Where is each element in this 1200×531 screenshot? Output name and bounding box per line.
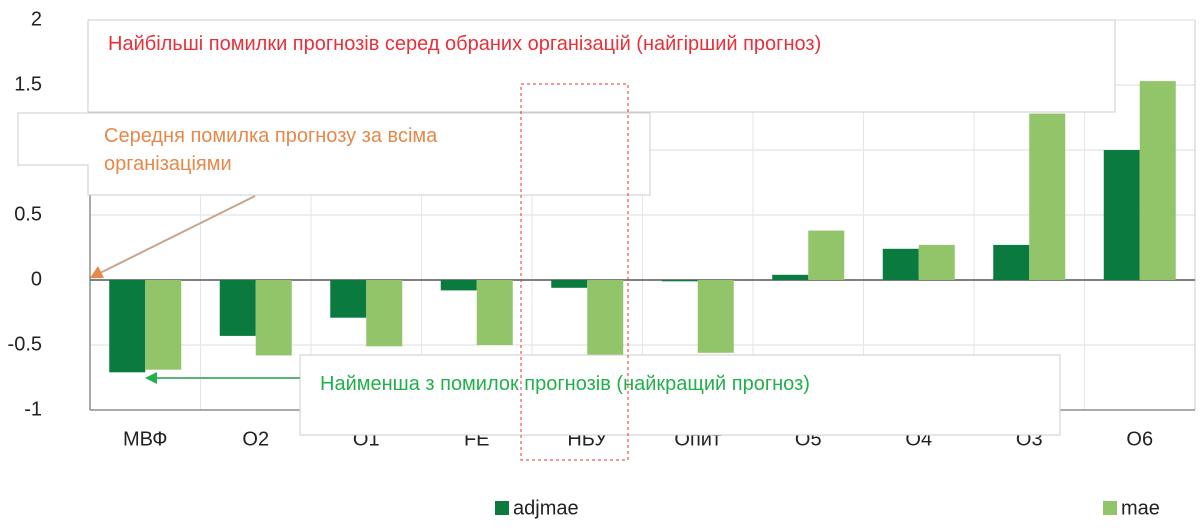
bar: [1029, 113, 1066, 280]
bar: [440, 280, 477, 291]
bar: [697, 280, 734, 353]
bar: [993, 244, 1030, 280]
bar: [772, 274, 809, 280]
y-tick-label: 1.5: [14, 73, 42, 95]
x-tick-label: МВФ: [123, 428, 168, 450]
bar: [808, 230, 845, 280]
bar: [255, 280, 292, 356]
bar: [587, 280, 624, 358]
bar: [1139, 81, 1176, 280]
bar: [366, 280, 403, 347]
x-tick-label: О2: [242, 428, 269, 450]
annotation-box: [17, 112, 651, 196]
arrow: [99, 195, 256, 274]
bar: [661, 280, 698, 282]
bar: [882, 248, 919, 280]
bar: [330, 280, 367, 318]
bar: [145, 280, 182, 370]
annotation-best: Найменша з помилок прогнозів (найкращий …: [320, 373, 810, 395]
annotation-box: [87, 19, 1116, 113]
legend-label: mae: [1121, 497, 1160, 519]
highlight-box: [520, 83, 629, 461]
legend-label: adjmae: [513, 497, 579, 519]
annotation-average: Середня помилка прогнозу за всіма органі…: [104, 125, 438, 175]
bar: [918, 244, 955, 280]
y-tick-label: 2: [31, 8, 42, 30]
legend-swatch: [1103, 501, 1117, 515]
y-tick-label: 0.5: [14, 203, 42, 225]
bar: [219, 280, 256, 336]
y-tick-label: -1: [24, 398, 42, 420]
legend-swatch: [495, 501, 509, 515]
y-tick-label: 0: [31, 268, 42, 290]
arrowhead: [145, 372, 157, 384]
bar: [476, 280, 513, 345]
arrowhead: [90, 266, 104, 278]
bar: [109, 280, 146, 373]
bar: [551, 280, 588, 288]
annotation-worst: Найбільші помилки прогнозів серед обрани…: [108, 33, 822, 55]
x-tick-label: О6: [1126, 428, 1153, 450]
annotation-box: [299, 354, 1061, 436]
bar: [1103, 150, 1140, 280]
y-tick-label: -0.5: [8, 333, 42, 355]
